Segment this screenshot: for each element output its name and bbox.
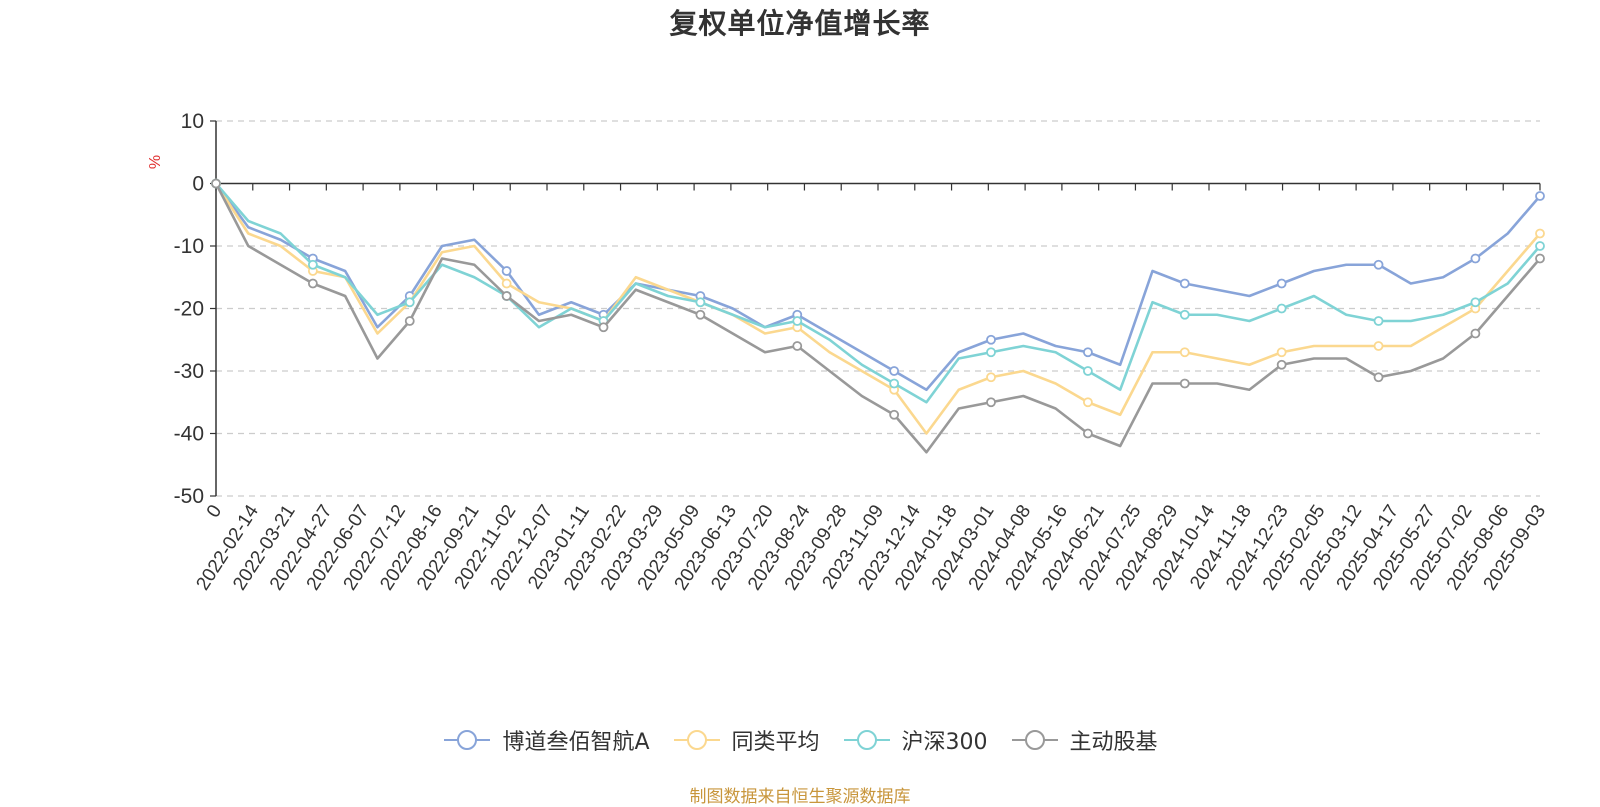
legend: 博道叁佰智航A 同类平均 沪深300 主动股基 [0, 724, 1600, 756]
data-point [889, 366, 900, 376]
data-point [1373, 316, 1384, 326]
data-point [404, 297, 415, 308]
data-point [695, 309, 706, 320]
legend-label: 博道叁佰智航A [502, 730, 650, 755]
legend-marker-icon [1011, 730, 1058, 750]
data-point [307, 278, 318, 289]
data-point [695, 297, 706, 308]
legend-marker-icon [444, 730, 491, 750]
data-point [1083, 397, 1093, 408]
data-point [1470, 253, 1481, 264]
x-tick-label: 0 [203, 501, 226, 521]
legend-item[interactable]: 沪深300 [842, 724, 988, 756]
data-point [986, 334, 996, 345]
legend-marker-icon [843, 730, 890, 750]
data-point [1179, 347, 1190, 358]
data-point [1535, 191, 1545, 201]
y-tick-label: -20 [174, 298, 204, 321]
legend-item[interactable]: 同类平均 [672, 724, 820, 756]
series-line-1 [214, 182, 1541, 435]
legend-label: 同类平均 [731, 730, 820, 755]
data-point [986, 397, 996, 408]
data-point [1470, 328, 1481, 339]
data-point [501, 266, 512, 276]
data-point [1276, 278, 1287, 289]
series-line-0 [214, 182, 1541, 392]
data-point [1179, 309, 1190, 320]
data-point [211, 178, 221, 189]
data-point [889, 409, 900, 420]
data-point [1083, 428, 1093, 439]
data-point [1373, 259, 1384, 270]
legend-item[interactable]: 博道叁佰智航A [442, 724, 650, 756]
y-tick-label: 0 [192, 173, 204, 196]
series-line-3 [214, 182, 1541, 454]
data-point [1535, 241, 1545, 251]
y-tick-label: -40 [174, 423, 204, 446]
data-point [1373, 372, 1384, 383]
data-point [501, 278, 512, 289]
legend-label: 主动股基 [1069, 730, 1158, 755]
data-point [598, 322, 609, 333]
source-note: 制图数据来自恒生聚源数据库 [689, 787, 911, 807]
y-tick-label: -50 [174, 485, 204, 508]
data-point [1276, 303, 1287, 314]
data-point [986, 347, 996, 358]
legend-marker-icon [673, 730, 720, 750]
data-point [792, 316, 803, 326]
series-lines [211, 178, 1545, 454]
data-point [501, 291, 512, 301]
data-point [1179, 278, 1190, 289]
data-point [1276, 347, 1287, 358]
data-point [1535, 253, 1545, 264]
data-point [1083, 366, 1093, 376]
legend-label: 沪深300 [901, 730, 988, 755]
data-point [1470, 297, 1481, 308]
data-point [1535, 228, 1545, 239]
data-point [1373, 341, 1384, 351]
chart-title: 复权单位净值增长率 [669, 7, 931, 40]
grid-lines [216, 120, 1540, 497]
data-point [1083, 347, 1093, 358]
data-point [404, 316, 415, 326]
y-tick-label: -30 [174, 360, 204, 383]
legend-item[interactable]: 主动股基 [1010, 724, 1158, 756]
data-point [889, 378, 900, 389]
data-point [792, 341, 803, 351]
data-point [986, 372, 996, 383]
data-point [1276, 359, 1287, 370]
y-axis-unit-label: % [147, 155, 164, 169]
y-tick-label: 10 [181, 110, 204, 133]
y-tick-label: -10 [174, 235, 204, 258]
data-point [1179, 378, 1190, 389]
data-point [307, 259, 318, 270]
